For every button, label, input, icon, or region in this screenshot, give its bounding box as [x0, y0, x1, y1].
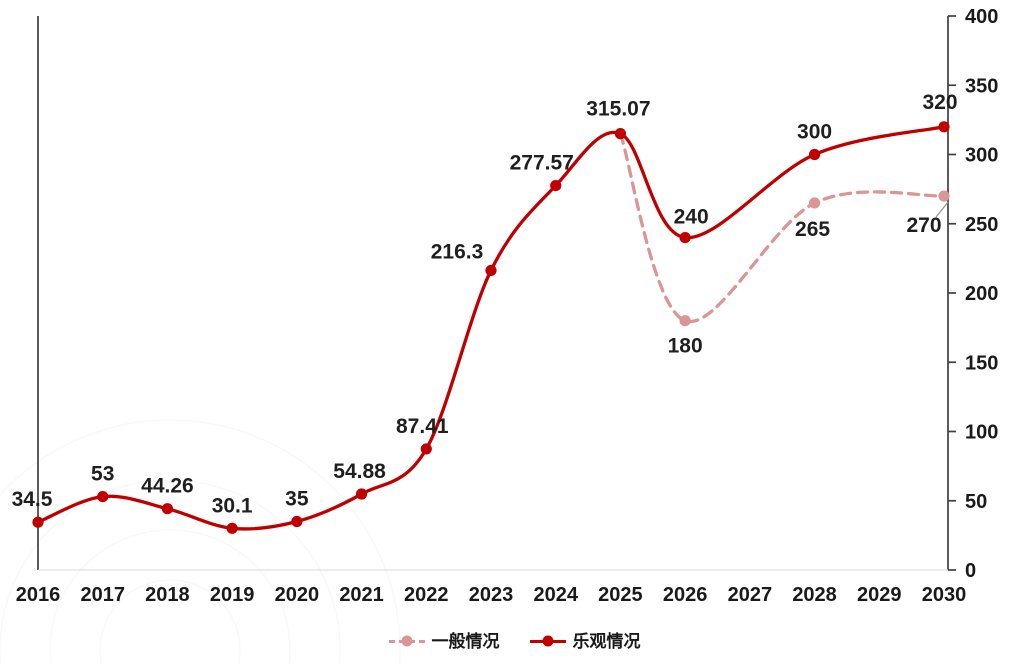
general-data-label: 180: [668, 335, 703, 358]
optimistic-data-label: 87.41: [396, 415, 449, 438]
label-leader-line: [935, 201, 949, 218]
legend-dot-optimistic: [542, 635, 553, 647]
optimistic-data-label: 315.07: [586, 98, 650, 121]
watermark-arc: [0, 419, 401, 664]
x-tick-label: 2022: [404, 584, 449, 606]
x-tick-label: 2027: [728, 584, 773, 606]
x-tick-label: 2025: [598, 584, 643, 606]
legend-label-general: 一般情况: [431, 631, 500, 651]
optimistic-data-label: 216.3: [431, 240, 484, 263]
x-tick-label: 2017: [80, 584, 125, 606]
optimistic-data-point: [614, 128, 627, 140]
optimistic-data-point: [420, 443, 432, 455]
optimistic-data-point: [161, 503, 174, 515]
optimistic-data-label: 277.57: [510, 152, 574, 175]
x-tick-label: 2018: [145, 584, 190, 606]
watermark-arc: [99, 579, 241, 664]
x-tick-label: 2023: [469, 584, 514, 606]
optimistic-data-point: [679, 232, 691, 244]
legend-label-optimistic: 乐观情况: [572, 631, 641, 651]
general-data-point: [938, 190, 950, 202]
optimistic-data-point: [226, 522, 238, 534]
x-tick-label: 2026: [663, 584, 708, 606]
optimistic-data-point: [291, 515, 303, 528]
chart-legend: 一般情况 乐观情况: [0, 621, 1029, 661]
y-tick-label: 50: [965, 491, 987, 513]
legend-item-general: 一般情况: [388, 631, 500, 651]
y-tick-label: 0: [965, 560, 976, 582]
x-tick-label: 2016: [16, 584, 61, 606]
x-tick-label: 2029: [857, 584, 902, 606]
x-tick-label: 2024: [533, 584, 578, 606]
optimistic-data-label: 44.26: [141, 475, 194, 498]
y-tick-label: 200: [965, 283, 998, 305]
optimistic-data-point: [808, 148, 821, 161]
legend-item-optimistic: 乐观情况: [529, 631, 641, 651]
x-tick-label: 2020: [275, 584, 320, 606]
y-tick-label: 250: [965, 214, 998, 236]
optimistic-data-point: [97, 490, 109, 503]
x-tick-label: 2028: [792, 584, 837, 606]
y-tick-label: 100: [965, 422, 998, 444]
x-tick-label: 2019: [210, 584, 255, 606]
optimistic-data-label: 53: [91, 463, 114, 486]
general-data-point: [808, 197, 821, 209]
watermark-arc: [0, 479, 341, 664]
watermark-arc: [49, 529, 291, 664]
optimistic-data-point: [355, 488, 368, 500]
optimistic-data-point: [938, 121, 950, 133]
optimistic-data-point: [32, 516, 44, 528]
legend-line-general: [388, 635, 425, 647]
y-tick-label: 400: [965, 6, 998, 28]
general-data-label: 270: [906, 214, 941, 237]
legend-line-optimistic: [529, 635, 566, 647]
optimistic-data-label: 320: [922, 91, 957, 114]
general-data-point: [679, 315, 691, 327]
optimistic-data-label: 240: [674, 206, 709, 229]
optimistic-data-label: 34.5: [12, 488, 53, 511]
optimistic-data-point: [550, 179, 562, 192]
y-tick-label: 350: [965, 75, 998, 97]
legend-dot-general: [401, 635, 412, 647]
optimistic-data-label: 35: [285, 488, 309, 511]
general-data-label: 265: [795, 218, 830, 241]
optimistic-data-point: [485, 264, 497, 277]
y-tick-label: 300: [965, 145, 998, 167]
optimistic-data-label: 54.88: [333, 460, 386, 483]
general-series-line: [618, 131, 946, 324]
y-tick-label: 150: [965, 352, 998, 374]
optimistic-data-label: 30.1: [212, 494, 253, 517]
optimistic-series-line: [36, 125, 946, 531]
optimistic-data-label: 300: [797, 121, 832, 144]
x-tick-label: 2030: [922, 584, 967, 606]
x-tick-label: 2021: [339, 584, 384, 606]
